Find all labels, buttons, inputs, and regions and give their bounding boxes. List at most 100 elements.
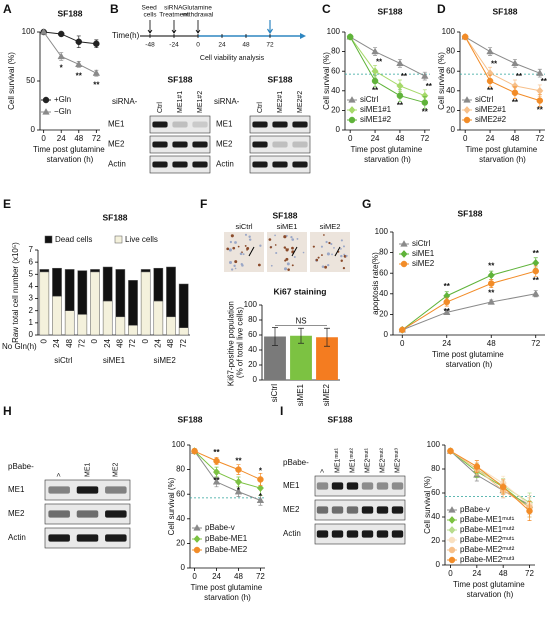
image-label: siME2 — [320, 222, 341, 231]
cell — [239, 252, 243, 256]
lane-label: ME2ᵐᵘᵗ¹ — [364, 447, 371, 473]
x-tick-label: 24 — [52, 338, 61, 347]
x-tick-label: 24 — [472, 569, 481, 578]
lane-label: Ctrl — [257, 102, 264, 113]
y-tick-label: 40 — [379, 289, 388, 298]
chart-title: SF188 — [492, 6, 517, 16]
blot-band — [76, 486, 99, 494]
y-tick-label: 40 — [176, 514, 185, 523]
x-tick-label: 0 — [448, 569, 453, 578]
legend-marker — [348, 96, 356, 103]
lane-label: > — [319, 469, 326, 473]
blot-band — [376, 482, 389, 490]
cell — [327, 263, 330, 267]
legend-label: pBabe-ME2ᵐᵘᵗ³ — [460, 555, 515, 564]
significance: ** — [444, 282, 451, 291]
significance: ** — [422, 108, 429, 117]
cell — [230, 234, 234, 238]
y-tick-label: 100 — [427, 440, 441, 449]
marker — [532, 267, 539, 275]
blot-band — [361, 530, 374, 538]
cell — [228, 248, 232, 252]
panel-letter: I — [280, 404, 283, 418]
legend-label: Dead cells — [55, 235, 92, 244]
image-title: SF188 — [272, 210, 297, 220]
blot-band — [48, 510, 70, 518]
cell — [248, 238, 252, 241]
blot-band — [346, 506, 359, 514]
marker — [191, 447, 198, 455]
x-tick-label: 24 — [153, 338, 162, 347]
cell — [246, 249, 248, 251]
y-tick-label: 80 — [176, 465, 185, 474]
error-bar — [272, 327, 278, 346]
x-tick-label: 72 — [531, 339, 540, 348]
legend-label: pBabe-ME1ᵐᵘᵗ¹ — [460, 515, 515, 524]
marker — [346, 33, 354, 41]
cell — [342, 267, 346, 270]
y-tick-label: 20 — [379, 310, 388, 319]
bar-segment — [166, 316, 176, 336]
cell — [302, 251, 305, 254]
y-tick-label: 0 — [436, 560, 441, 569]
lane-label: ME1ᵐᵘᵗ² — [349, 447, 356, 473]
blot-title: SF188 — [267, 74, 292, 84]
y-tick-label: 80 — [331, 47, 340, 56]
marker — [57, 52, 65, 60]
legend-marker — [400, 240, 408, 247]
blot-band — [316, 506, 329, 514]
legend-label: siME1#2 — [360, 115, 392, 124]
blot-band — [316, 482, 329, 490]
blot-row-label: ME2 — [8, 509, 25, 518]
y-axis-label: apoptosis rate(%) — [371, 252, 380, 315]
x-axis-label: Time post glutamine starvation (h) — [432, 350, 506, 369]
blot-band — [272, 161, 288, 168]
blot-row-label: Actin — [8, 533, 26, 542]
x-tick-label: 0 — [141, 338, 150, 343]
blot-band — [76, 510, 99, 518]
image-label: siCtrl — [235, 222, 252, 231]
panel-letter: B — [110, 2, 119, 16]
lane-title: pBabe- — [8, 462, 34, 471]
x-tick-label: 0 — [348, 134, 353, 143]
x-axis-label: Time post glutamine starvation (h) — [351, 145, 425, 164]
cell — [315, 258, 319, 262]
legend-label: pBabe-ME1 — [205, 534, 248, 543]
series-line — [194, 450, 261, 489]
y-tick-label: 0 — [451, 125, 456, 134]
y-tick-label: 40 — [446, 86, 455, 95]
y-tick-label: 20 — [446, 106, 455, 115]
blot-band — [331, 506, 344, 514]
micrograph — [267, 232, 307, 272]
y-axis-label: Cell survival (%) — [437, 52, 446, 110]
marker — [532, 258, 540, 267]
significance: ** — [213, 448, 220, 457]
y-axis-label: Ki67-positive population (% of total liv… — [227, 299, 245, 386]
blot-band — [376, 506, 389, 514]
timeline-caption: Cell viability analysis — [200, 55, 265, 62]
significance: NS — [295, 317, 306, 326]
lane-label: ME2ᵐᵘᵗ² — [379, 447, 386, 473]
blot-band — [252, 121, 268, 128]
marker — [212, 477, 221, 485]
cell — [287, 268, 290, 271]
event-label: siRNA Treatment — [159, 4, 189, 18]
significance: * — [60, 64, 64, 73]
legend-marker — [448, 536, 456, 544]
bar — [316, 337, 338, 380]
y-tick-label: 60 — [431, 488, 440, 497]
cell — [340, 254, 343, 258]
significance: ** — [488, 261, 495, 270]
y-tick-label: 100 — [375, 227, 389, 236]
series-line — [43, 31, 97, 74]
x-tick-label: 0 — [39, 338, 48, 343]
lane-label: ME2#2 — [297, 91, 304, 113]
event-label: Seed cells — [142, 4, 159, 18]
bar-segment — [90, 269, 100, 273]
legend-marker — [42, 96, 50, 104]
blot-band — [76, 534, 99, 542]
marker — [511, 59, 519, 67]
marker — [234, 487, 243, 495]
marker — [421, 99, 429, 106]
pointer-arrow — [291, 246, 298, 257]
